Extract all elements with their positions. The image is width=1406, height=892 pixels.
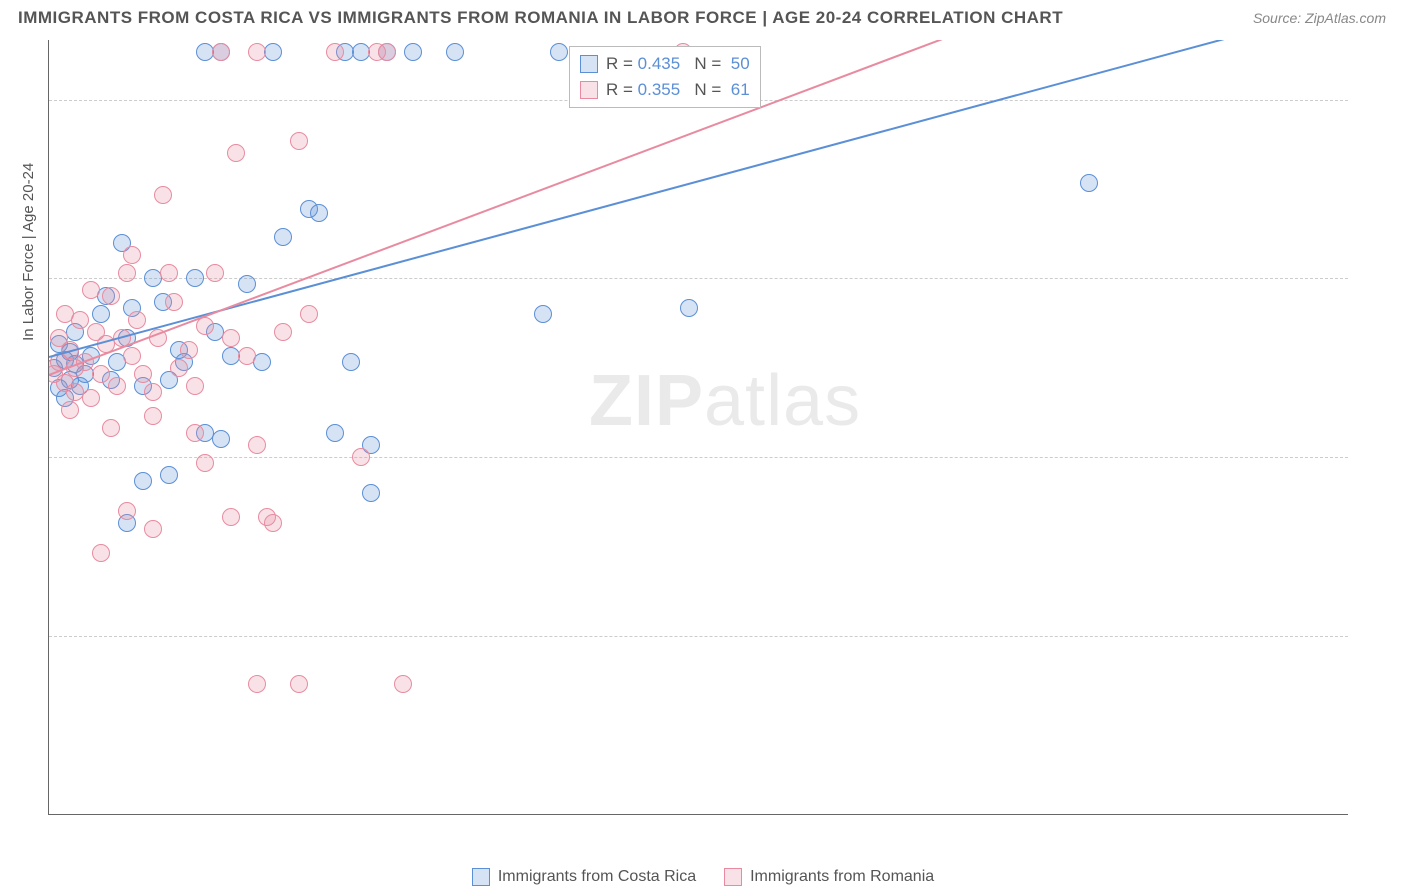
x-tick: [699, 814, 700, 815]
scatter-point: [248, 436, 266, 454]
scatter-point: [446, 43, 464, 61]
scatter-point: [1080, 174, 1098, 192]
gridline: [49, 636, 1348, 637]
x-tick: [1089, 814, 1090, 815]
legend-stats: R = 0.355 N = 61: [606, 80, 750, 100]
scatter-point: [165, 293, 183, 311]
scatter-point: [186, 269, 204, 287]
scatter-point: [394, 675, 412, 693]
scatter-point: [264, 514, 282, 532]
scatter-point: [290, 675, 308, 693]
scatter-point: [170, 359, 188, 377]
watermark: ZIPatlas: [589, 360, 861, 442]
legend-swatch: [580, 81, 598, 99]
scatter-point: [154, 186, 172, 204]
scatter-point: [134, 365, 152, 383]
legend-item: Immigrants from Costa Rica: [472, 868, 696, 886]
scatter-point: [264, 43, 282, 61]
scatter-point: [238, 347, 256, 365]
scatter-point: [180, 341, 198, 359]
scatter-point: [274, 323, 292, 341]
scatter-point: [326, 424, 344, 442]
scatter-point: [108, 377, 126, 395]
scatter-point: [102, 287, 120, 305]
scatter-point: [196, 317, 214, 335]
scatter-point: [404, 43, 422, 61]
x-tick: [179, 814, 180, 815]
legend-row: R = 0.435 N = 50: [580, 51, 750, 77]
x-tick: [959, 814, 960, 815]
y-axis-label: In Labor Force | Age 20-24: [20, 163, 37, 341]
scatter-point: [362, 484, 380, 502]
x-tick: [439, 814, 440, 815]
scatter-point: [222, 329, 240, 347]
scatter-point: [92, 365, 110, 383]
scatter-point: [92, 544, 110, 562]
source-label: Source: ZipAtlas.com: [1253, 10, 1386, 26]
scatter-point: [71, 311, 89, 329]
plot-area: ZIPatlas 55.0%70.0%85.0%100.0%0.0%25.0%R…: [48, 40, 1348, 815]
scatter-point: [274, 228, 292, 246]
scatter-point: [326, 43, 344, 61]
legend-swatch: [724, 868, 742, 886]
legend-swatch: [580, 55, 598, 73]
scatter-point: [102, 419, 120, 437]
scatter-point: [118, 264, 136, 282]
scatter-point: [92, 305, 110, 323]
scatter-point: [310, 204, 328, 222]
scatter-point: [212, 430, 230, 448]
legend-label: Immigrants from Costa Rica: [498, 868, 696, 886]
legend-bottom: Immigrants from Costa Rica Immigrants fro…: [0, 868, 1406, 886]
scatter-point: [160, 466, 178, 484]
scatter-point: [222, 508, 240, 526]
scatter-point: [123, 347, 141, 365]
scatter-point: [342, 353, 360, 371]
scatter-point: [378, 43, 396, 61]
scatter-point: [160, 264, 178, 282]
scatter-point: [196, 454, 214, 472]
scatter-point: [227, 144, 245, 162]
x-tick: [309, 814, 310, 815]
x-tick: [1219, 814, 1220, 815]
scatter-point: [290, 132, 308, 150]
scatter-point: [128, 311, 146, 329]
scatter-point: [186, 377, 204, 395]
scatter-point: [144, 383, 162, 401]
x-tick: [49, 814, 50, 815]
chart-title: IMMIGRANTS FROM COSTA RICA VS IMMIGRANTS…: [18, 8, 1063, 28]
scatter-point: [186, 424, 204, 442]
scatter-point: [82, 281, 100, 299]
scatter-point: [238, 275, 256, 293]
legend-label: Immigrants from Romania: [750, 868, 934, 886]
scatter-point: [248, 675, 266, 693]
scatter-point: [61, 401, 79, 419]
scatter-point: [352, 448, 370, 466]
x-tick: [569, 814, 570, 815]
legend-row: R = 0.355 N = 61: [580, 77, 750, 103]
scatter-point: [206, 264, 224, 282]
legend-swatch: [472, 868, 490, 886]
scatter-point: [82, 389, 100, 407]
scatter-point: [253, 353, 271, 371]
scatter-point: [144, 407, 162, 425]
gridline: [49, 457, 1348, 458]
x-tick: [829, 814, 830, 815]
scatter-point: [118, 502, 136, 520]
correlation-legend: R = 0.435 N = 50 R = 0.355 N = 61: [569, 46, 761, 108]
scatter-point: [134, 472, 152, 490]
scatter-point: [144, 520, 162, 538]
scatter-point: [550, 43, 568, 61]
legend-item: Immigrants from Romania: [724, 868, 934, 886]
scatter-point: [212, 43, 230, 61]
scatter-point: [123, 246, 141, 264]
scatter-point: [248, 43, 266, 61]
scatter-point: [300, 305, 318, 323]
scatter-point: [680, 299, 698, 317]
legend-stats: R = 0.435 N = 50: [606, 54, 750, 74]
scatter-point: [534, 305, 552, 323]
